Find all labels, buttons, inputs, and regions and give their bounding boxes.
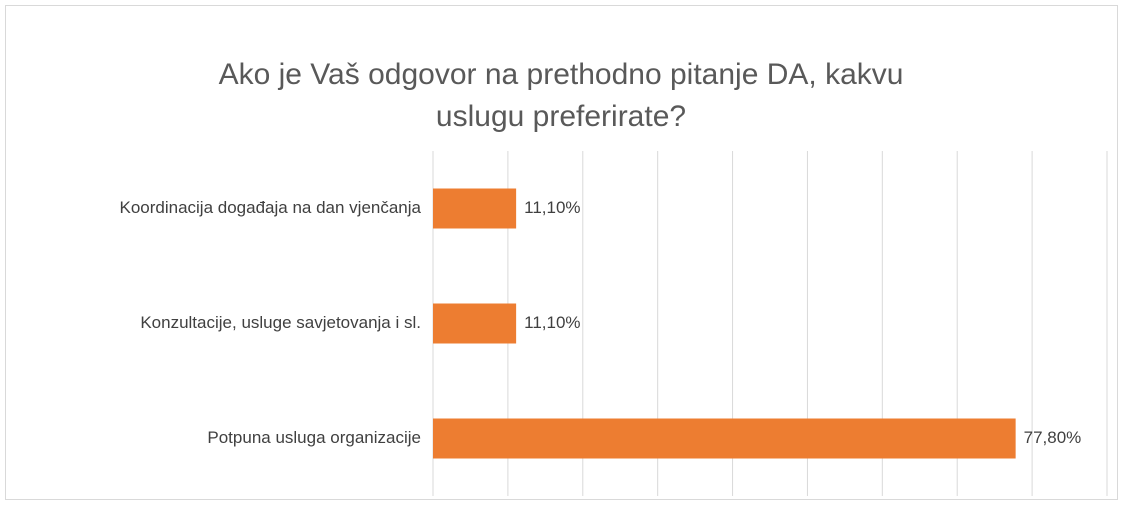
chart-title: Ako je Vaš odgovor na prethodno pitanje … (218, 58, 904, 133)
y-tick-label: Konzultacije, usluge savjetovanja i sl. (140, 313, 421, 332)
chart-border (5, 5, 1118, 500)
y-tick-label: Koordinacija događaja na dan vjenčanja (119, 198, 421, 217)
bar (433, 418, 1016, 459)
data-label: 77,80% (1024, 428, 1082, 447)
data-label: 11,10% (524, 313, 580, 332)
y-tick-label: Potpuna usluga organizacije (207, 428, 421, 447)
bar (433, 303, 517, 344)
data-label: 11,10% (524, 198, 580, 217)
bar (433, 188, 517, 229)
